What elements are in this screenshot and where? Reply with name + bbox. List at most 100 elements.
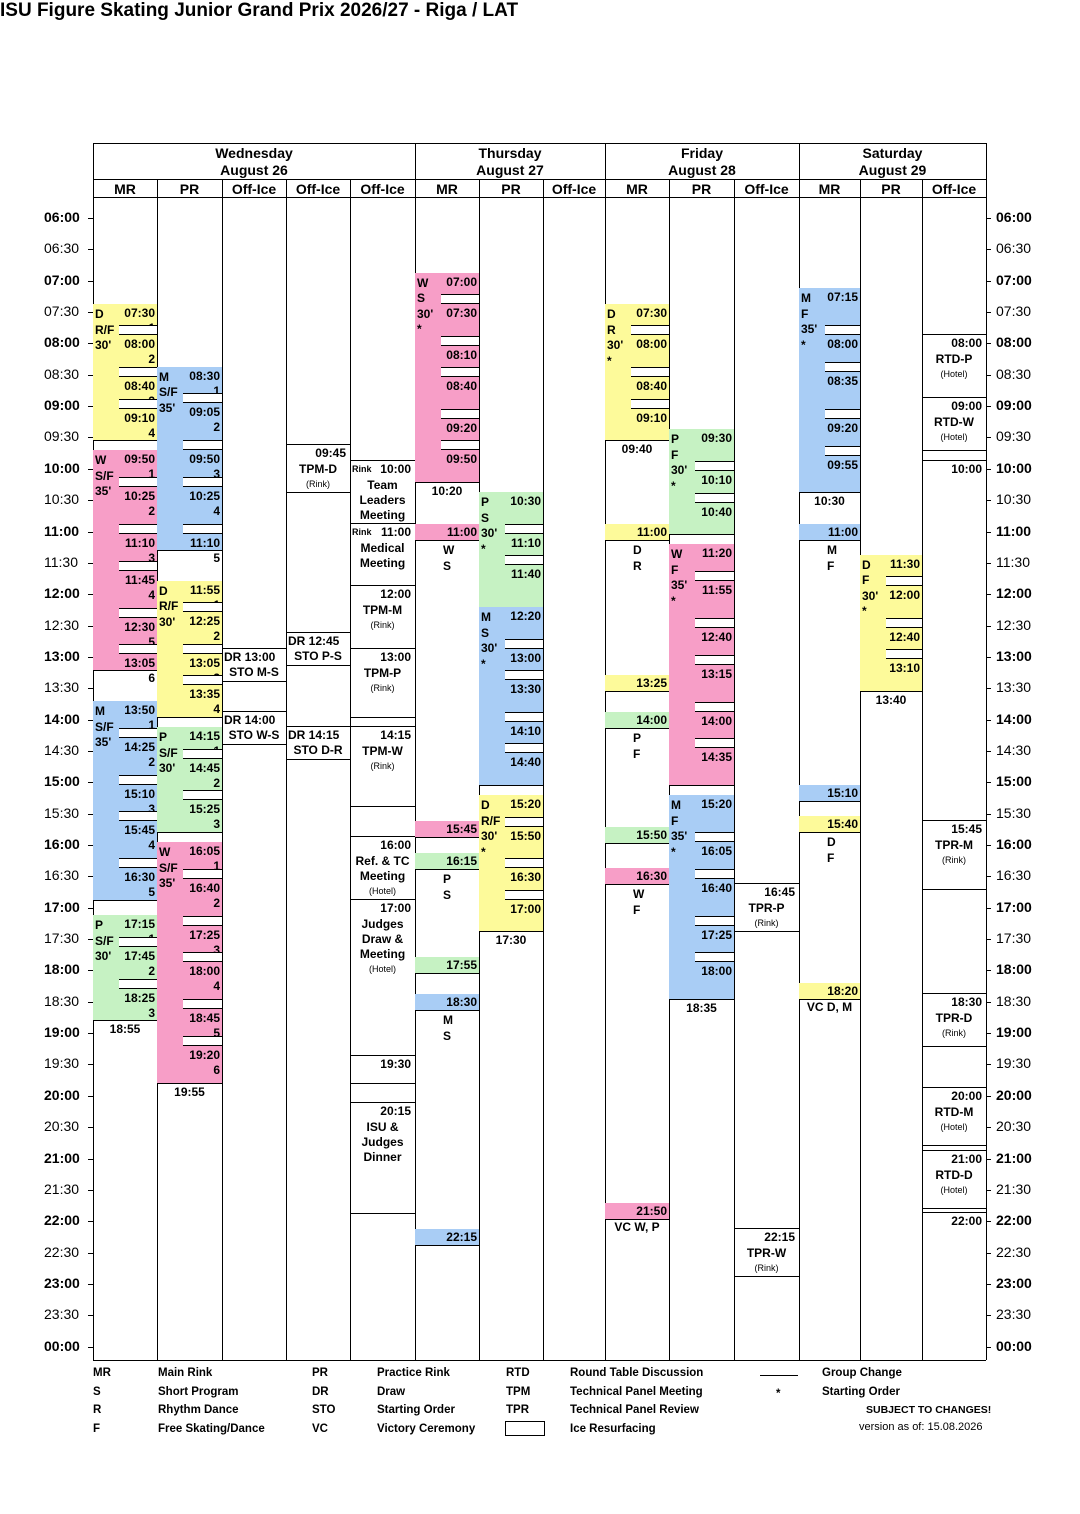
tick-right [986,907,991,909]
session-label: 35' [671,578,688,593]
group-time: 11:55 [189,582,220,597]
session-label: W [159,845,171,860]
group-time: 11:45 [124,572,155,587]
tick-right [986,1315,991,1317]
time-label-right: 11:30 [996,553,1030,570]
session-label: 30' [481,526,498,541]
time-label-left: 22:00 [44,1212,80,1229]
tick-right [986,562,991,564]
time-label-left: 15:30 [44,804,80,821]
group-number: 4 [148,587,155,602]
office-line [350,459,415,461]
group-number: 4 [213,702,220,717]
session-label: M [159,369,169,384]
time-label-left: 07:30 [44,303,80,320]
time-bar: 11:00 [605,523,669,541]
group-number: 2 [213,895,220,910]
ice-resurfacing [505,523,543,534]
session-label: * [671,844,676,859]
time-label-right: 15:30 [996,804,1032,821]
office-note: (Rink) [942,855,966,866]
group-number: 1 [213,859,220,874]
office-title: RTD-P [935,352,973,367]
tick-left [88,656,93,658]
time-label-left: 16:00 [44,836,80,852]
ice-resurfacing [119,936,157,947]
time-bar: 14:00 [605,711,669,729]
group-number: 6 [213,1062,220,1077]
session-block: M S 30' * 12:20 13:00 13:30 14:10 14:40 [479,607,543,786]
office-title: ISU & Judges Dinner [361,1120,404,1165]
legend-desc: Technical Panel Meeting [570,1385,703,1398]
time-label-right: 10:00 [996,459,1032,476]
tick-right [986,719,991,721]
session-label: 30' [159,761,176,776]
time-bar: 13:25 [605,675,669,693]
group-time: 13:50 [124,703,155,718]
session-end-time: 10:30 [814,494,845,509]
time-label-right: 14:00 [996,710,1032,727]
group-time: 18:00 [189,964,220,979]
bar-time: 15:40 [827,817,858,832]
bar-note: F [827,558,835,573]
time-label-left: 18:00 [44,961,80,978]
legend-desc: Practice Rink [377,1367,450,1379]
column-line [799,143,800,1360]
group-time: 19:20 [189,1047,220,1062]
tick-right [986,625,991,627]
ice-resurfacing [119,644,157,655]
office-time: 17:00 [380,900,411,915]
office-line [286,665,350,667]
office-line [286,632,350,634]
ice-resurfacing [119,607,157,618]
group-time: 15:50 [510,828,541,843]
session-label: 30' [417,306,434,321]
session-block: M F 35' * 15:20 16:05 16:40 17:25 18:00 [669,795,734,1000]
session-block: P F 30' * 09:30 10:10 10:40 [669,429,734,535]
group-time: 11:40 [510,567,541,582]
ice-resurfacing [441,440,479,451]
office-time: 16:00 [380,838,411,852]
office-note: (Rink) [942,1027,966,1038]
office-note: (Rink) [370,682,395,693]
office-line [222,647,286,649]
time-label-right: 18:30 [996,992,1032,1009]
office-line [222,743,286,745]
ice-resurfacing [695,492,734,503]
group-number: 5 [213,1026,220,1041]
tick-right [986,437,991,439]
bar-note: D [633,542,642,557]
tick-right [986,970,991,972]
group-time: 12:30 [124,619,155,634]
time-label-left: 10:00 [44,459,80,476]
tick-right [986,1001,991,1003]
time-label-left: 23:00 [44,1274,80,1291]
time-label-right: 07:00 [996,271,1032,288]
bar-note: S [443,887,452,902]
bar-note: P [443,871,452,886]
bar-time: 15:10 [827,785,858,800]
column-header: PR [881,181,901,197]
office-end-line [734,931,799,933]
office-title: Ref. & TC Meeting [355,854,410,883]
session-label: S/F [95,719,114,734]
session-label: M [481,610,491,625]
session-label: * [671,478,676,493]
office-time: 21:00 [951,1151,982,1166]
office-note: (Rink) [370,620,395,631]
time-label-right: 16:30 [996,867,1032,884]
group-time: 08:00 [124,337,155,352]
time-label-left: 18:30 [44,992,80,1009]
group-time: 14:15 [189,729,220,744]
group-time: 17:45 [124,948,155,963]
tick-right [986,782,991,784]
office-end-line [922,889,986,891]
time-label-right: 20:00 [996,1086,1032,1103]
group-time: 15:20 [701,797,732,812]
header-divider [93,179,986,180]
session-label: * [801,337,806,352]
session-label: 35' [159,400,176,415]
session-label: S/F [159,860,178,875]
